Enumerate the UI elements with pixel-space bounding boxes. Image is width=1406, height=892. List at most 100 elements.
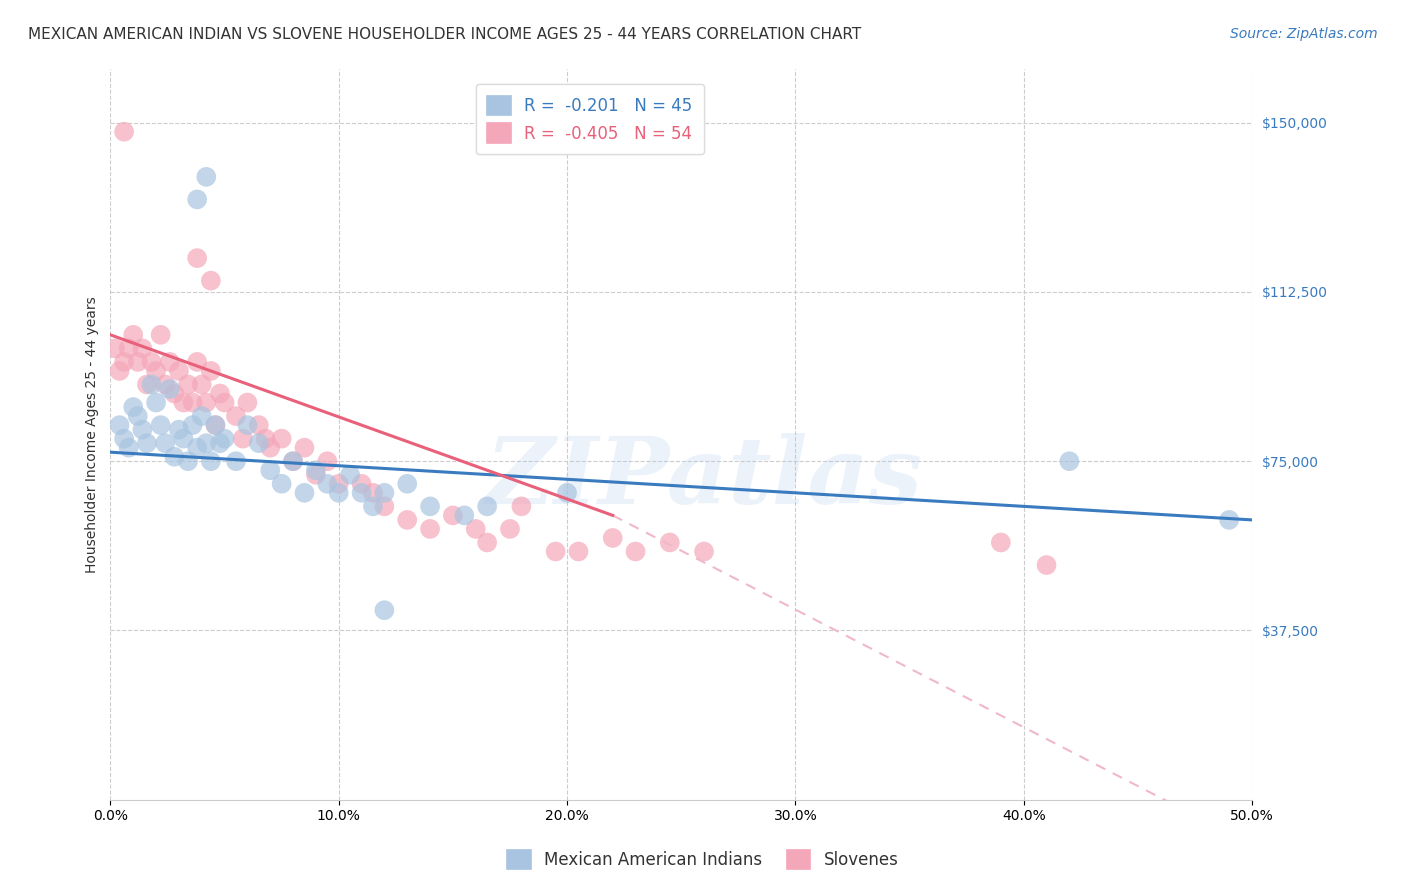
Point	[602, 531, 624, 545]
Point	[316, 454, 339, 468]
Point	[159, 382, 181, 396]
Point	[373, 500, 395, 514]
Point	[214, 432, 236, 446]
Point	[396, 476, 419, 491]
Point	[270, 432, 292, 446]
Point	[145, 395, 167, 409]
Point	[131, 423, 153, 437]
Point	[127, 409, 149, 423]
Point	[163, 386, 186, 401]
Point	[163, 450, 186, 464]
Point	[177, 377, 200, 392]
Point	[186, 251, 208, 265]
Point	[232, 432, 254, 446]
Point	[200, 454, 222, 468]
Point	[441, 508, 464, 523]
Point	[247, 418, 270, 433]
Point	[167, 423, 190, 437]
Point	[236, 395, 259, 409]
Point	[108, 364, 131, 378]
Point	[204, 418, 226, 433]
Point	[181, 395, 204, 409]
Point	[155, 377, 177, 392]
Point	[281, 454, 304, 468]
Point	[136, 436, 159, 450]
Point	[225, 454, 247, 468]
Point	[555, 485, 578, 500]
Point	[208, 436, 231, 450]
Point	[195, 436, 218, 450]
Point	[112, 355, 135, 369]
Point	[186, 355, 208, 369]
Point	[396, 513, 419, 527]
Point	[361, 500, 384, 514]
Point	[149, 327, 172, 342]
Point	[131, 342, 153, 356]
Point	[112, 125, 135, 139]
Point	[453, 508, 475, 523]
Point	[181, 418, 204, 433]
Point	[172, 395, 194, 409]
Point	[294, 441, 316, 455]
Point	[208, 386, 231, 401]
Point	[316, 476, 339, 491]
Point	[419, 522, 441, 536]
Point	[122, 400, 145, 414]
Point	[270, 476, 292, 491]
Point	[190, 377, 212, 392]
Point	[118, 441, 141, 455]
Point	[195, 169, 218, 184]
Point	[159, 355, 181, 369]
Point	[214, 395, 236, 409]
Point	[177, 454, 200, 468]
Point	[475, 500, 498, 514]
Point	[167, 364, 190, 378]
Point	[225, 409, 247, 423]
Point	[624, 544, 647, 558]
Point	[294, 485, 316, 500]
Point	[305, 467, 328, 482]
Point	[254, 432, 277, 446]
Text: MEXICAN AMERICAN INDIAN VS SLOVENE HOUSEHOLDER INCOME AGES 25 - 44 YEARS CORRELA: MEXICAN AMERICAN INDIAN VS SLOVENE HOUSE…	[28, 27, 862, 42]
Point	[693, 544, 716, 558]
Point	[1218, 513, 1240, 527]
Point	[112, 432, 135, 446]
Text: Source: ZipAtlas.com: Source: ZipAtlas.com	[1230, 27, 1378, 41]
Point	[373, 485, 395, 500]
Point	[464, 522, 486, 536]
Point	[1059, 454, 1081, 468]
Point	[141, 355, 163, 369]
Point	[328, 476, 350, 491]
Point	[172, 432, 194, 446]
Point	[104, 342, 127, 356]
Point	[350, 485, 373, 500]
Point	[155, 436, 177, 450]
Point	[990, 535, 1012, 549]
Point	[361, 485, 384, 500]
Point	[127, 355, 149, 369]
Point	[544, 544, 567, 558]
Point	[149, 418, 172, 433]
Point	[190, 409, 212, 423]
Point	[186, 193, 208, 207]
Point	[200, 364, 222, 378]
Point	[247, 436, 270, 450]
Point	[1035, 558, 1057, 572]
Point	[510, 500, 533, 514]
Point	[281, 454, 304, 468]
Point	[567, 544, 589, 558]
Point	[339, 467, 361, 482]
Point	[419, 500, 441, 514]
Point	[236, 418, 259, 433]
Point	[658, 535, 681, 549]
Point	[141, 377, 163, 392]
Point	[108, 418, 131, 433]
Point	[259, 463, 281, 477]
Point	[200, 274, 222, 288]
Legend: R =  -0.201   N = 45, R =  -0.405   N = 54: R = -0.201 N = 45, R = -0.405 N = 54	[475, 84, 704, 154]
Point	[145, 364, 167, 378]
Point	[122, 327, 145, 342]
Point	[204, 418, 226, 433]
Y-axis label: Householder Income Ages 25 - 44 years: Householder Income Ages 25 - 44 years	[86, 296, 100, 573]
Point	[499, 522, 522, 536]
